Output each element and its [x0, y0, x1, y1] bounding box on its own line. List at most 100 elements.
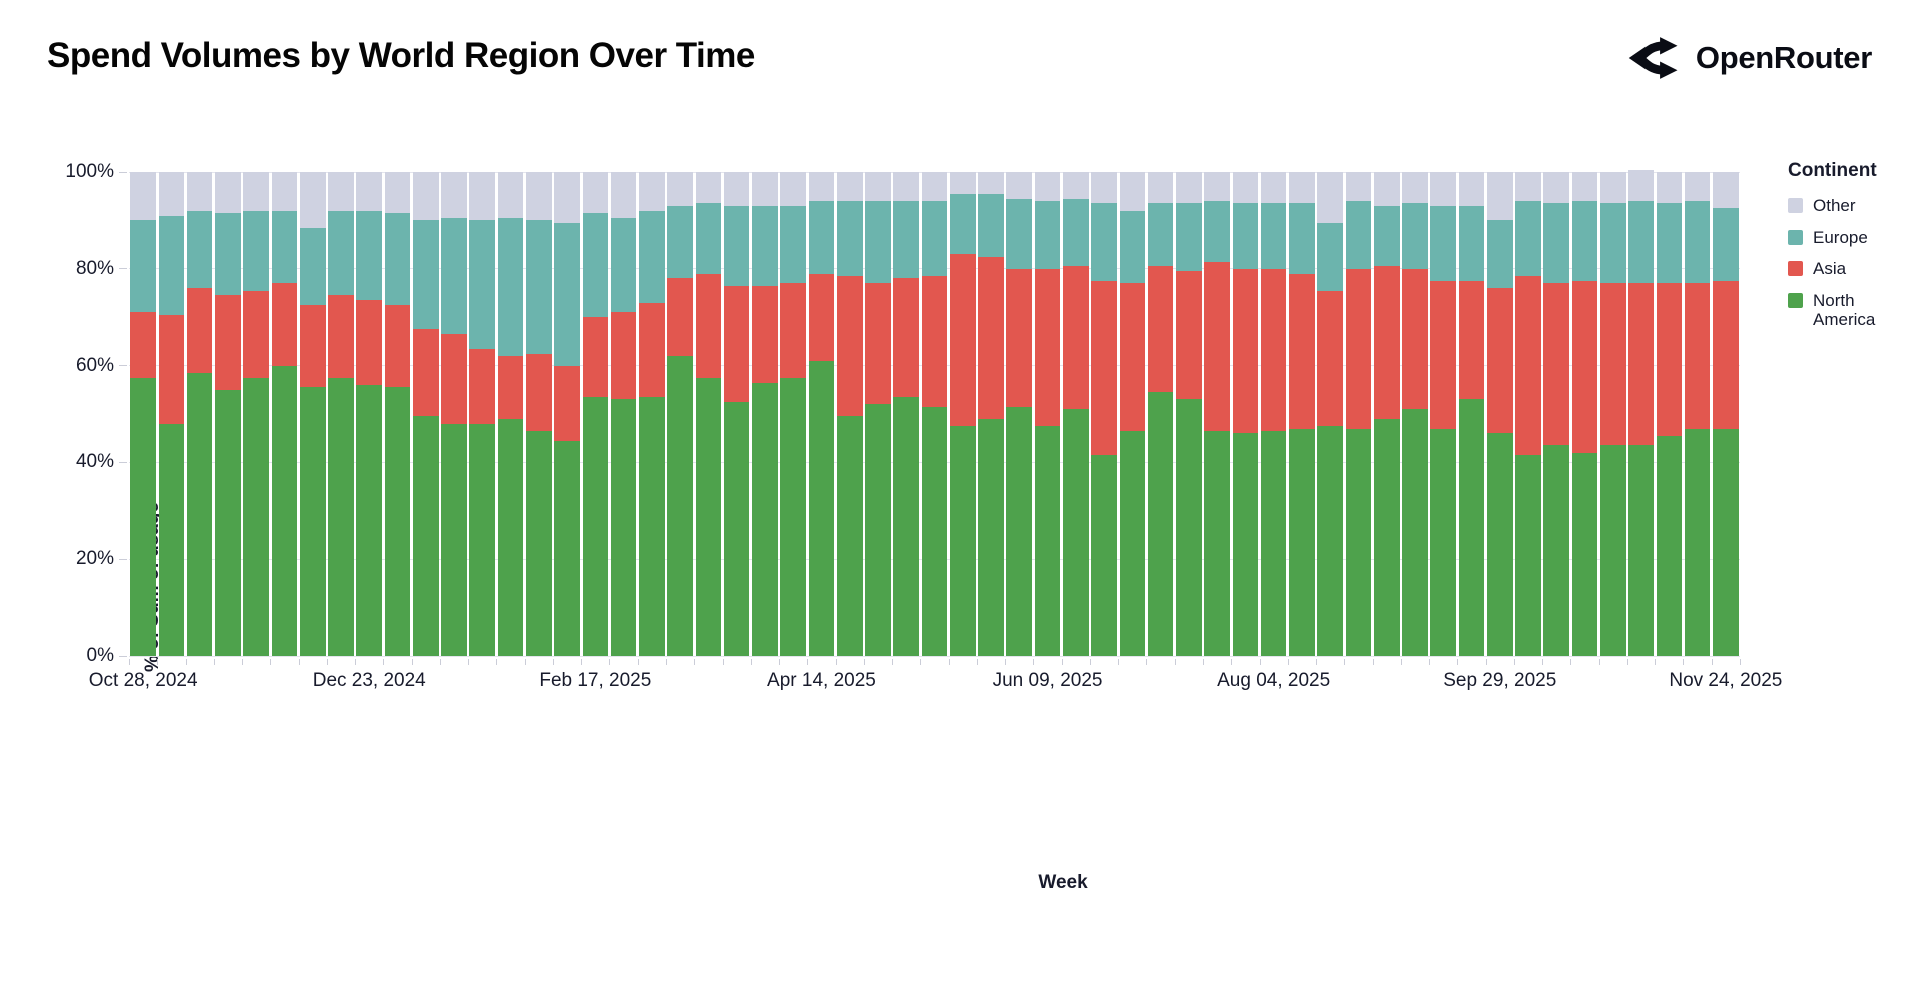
- bar-week-Aug-18-2025[interactable]: [1317, 172, 1343, 656]
- bar-segment-other[interactable]: [1373, 172, 1400, 206]
- bar-week-Apr-21-2025[interactable]: [836, 172, 863, 656]
- bar-segment-asia[interactable]: [1260, 268, 1287, 431]
- bar-week-Jun-30-2025[interactable]: [1119, 172, 1146, 656]
- bar-segment-north-america[interactable]: [1713, 428, 1739, 656]
- bar-segment-asia[interactable]: [1458, 280, 1485, 400]
- bar-segment-europe[interactable]: [1458, 205, 1485, 281]
- bar-week-Mar-03-2025[interactable]: [639, 172, 665, 656]
- bar-segment-europe[interactable]: [1628, 201, 1654, 284]
- bar-week-Feb-24-2025[interactable]: [610, 172, 637, 656]
- bar-segment-asia[interactable]: [1402, 268, 1428, 410]
- bar-segment-other[interactable]: [1458, 172, 1485, 206]
- bar-segment-europe[interactable]: [780, 205, 806, 284]
- bar-segment-asia[interactable]: [808, 273, 835, 361]
- bar-segment-asia[interactable]: [215, 295, 241, 390]
- bar-week-Sep-22-2025[interactable]: [1458, 172, 1485, 656]
- bar-segment-north-america[interactable]: [554, 440, 580, 656]
- bar-segment-asia[interactable]: [469, 348, 496, 424]
- bar-segment-europe[interactable]: [610, 218, 637, 313]
- bar-segment-other[interactable]: [639, 172, 665, 211]
- bar-segment-north-america[interactable]: [865, 404, 891, 656]
- bar-segment-north-america[interactable]: [1402, 409, 1428, 656]
- bar-segment-asia[interactable]: [695, 273, 722, 378]
- bar-segment-north-america[interactable]: [299, 387, 326, 656]
- bar-week-Oct-06-2025[interactable]: [1515, 172, 1541, 656]
- bar-segment-europe[interactable]: [582, 213, 609, 318]
- bar-segment-other[interactable]: [808, 172, 835, 202]
- bar-segment-europe[interactable]: [1119, 210, 1146, 284]
- bar-segment-north-america[interactable]: [1684, 428, 1711, 656]
- bar-segment-asia[interactable]: [299, 305, 326, 388]
- bar-segment-north-america[interactable]: [215, 389, 241, 656]
- bar-segment-north-america[interactable]: [1515, 455, 1541, 656]
- bar-segment-asia[interactable]: [1543, 283, 1570, 446]
- bar-segment-asia[interactable]: [865, 283, 891, 405]
- bar-segment-asia[interactable]: [752, 285, 778, 383]
- bar-week-Apr-14-2025[interactable]: [808, 172, 835, 656]
- bar-segment-north-america[interactable]: [441, 423, 467, 656]
- bar-week-Jul-14-2025[interactable]: [1176, 172, 1202, 656]
- bar-segment-europe[interactable]: [1345, 201, 1372, 269]
- bar-segment-other[interactable]: [582, 172, 609, 214]
- bar-segment-north-america[interactable]: [412, 416, 439, 656]
- bar-segment-other[interactable]: [1571, 172, 1598, 202]
- bar-segment-asia[interactable]: [328, 295, 354, 378]
- bar-segment-asia[interactable]: [1373, 266, 1400, 419]
- bar-segment-europe[interactable]: [695, 203, 722, 274]
- bar-segment-europe[interactable]: [1091, 203, 1117, 281]
- bar-segment-europe[interactable]: [808, 201, 835, 274]
- bar-segment-north-america[interactable]: [356, 384, 383, 656]
- bar-segment-europe[interactable]: [441, 217, 467, 335]
- bar-segment-north-america[interactable]: [243, 377, 269, 656]
- bar-week-Nov-18-2024[interactable]: [215, 172, 241, 656]
- bar-segment-north-america[interactable]: [1289, 428, 1315, 656]
- bar-segment-north-america[interactable]: [1599, 445, 1626, 656]
- bar-segment-asia[interactable]: [412, 329, 439, 417]
- bar-segment-europe[interactable]: [1713, 208, 1739, 281]
- bar-segment-other[interactable]: [1430, 172, 1457, 206]
- bar-segment-asia[interactable]: [356, 300, 383, 385]
- bar-segment-asia[interactable]: [639, 302, 665, 398]
- bar-segment-europe[interactable]: [978, 193, 1004, 257]
- bar-segment-north-america[interactable]: [1062, 409, 1089, 656]
- bar-segment-north-america[interactable]: [752, 382, 778, 656]
- bar-segment-north-america[interactable]: [1091, 455, 1117, 656]
- bar-segment-asia[interactable]: [921, 276, 948, 407]
- bar-week-Oct-13-2025[interactable]: [1543, 172, 1570, 656]
- bar-segment-north-america[interactable]: [836, 416, 863, 656]
- bar-segment-north-america[interactable]: [1656, 435, 1683, 656]
- bar-segment-asia[interactable]: [1006, 268, 1033, 407]
- bar-week-May-26-2025[interactable]: [978, 172, 1004, 656]
- bar-segment-other[interactable]: [1656, 172, 1683, 204]
- bar-segment-other[interactable]: [1345, 172, 1372, 202]
- bar-segment-other[interactable]: [130, 172, 156, 221]
- bar-segment-other[interactable]: [1006, 172, 1033, 199]
- bar-segment-other[interactable]: [978, 172, 1004, 194]
- bar-week-May-12-2025[interactable]: [921, 172, 948, 656]
- bar-segment-asia[interactable]: [1062, 266, 1089, 410]
- bar-segment-europe[interactable]: [384, 213, 411, 306]
- bar-segment-north-america[interactable]: [1232, 433, 1259, 656]
- bar-segment-asia[interactable]: [1232, 268, 1259, 434]
- bar-segment-other[interactable]: [695, 172, 722, 204]
- bar-segment-asia[interactable]: [525, 353, 552, 431]
- bar-segment-europe[interactable]: [667, 205, 693, 279]
- bar-week-Dec-30-2024[interactable]: [384, 172, 411, 656]
- bar-segment-other[interactable]: [752, 172, 778, 206]
- bar-week-Nov-10-2025[interactable]: [1656, 172, 1683, 656]
- bar-segment-north-america[interactable]: [780, 377, 806, 656]
- bar-segment-asia[interactable]: [978, 256, 1004, 419]
- bar-segment-europe[interactable]: [1147, 203, 1174, 267]
- bar-week-Sep-01-2025[interactable]: [1373, 172, 1400, 656]
- bar-segment-other[interactable]: [1176, 172, 1202, 204]
- bar-segment-asia[interactable]: [723, 285, 750, 402]
- bar-segment-europe[interactable]: [554, 222, 580, 366]
- bar-segment-europe[interactable]: [130, 220, 156, 313]
- bar-week-Dec-02-2024[interactable]: [271, 172, 298, 656]
- bar-segment-europe[interactable]: [356, 210, 383, 301]
- bar-week-Aug-25-2025[interactable]: [1345, 172, 1372, 656]
- bar-segment-asia[interactable]: [1684, 283, 1711, 429]
- bar-segment-other[interactable]: [893, 172, 920, 202]
- bar-segment-europe[interactable]: [243, 210, 269, 291]
- bar-week-Feb-17-2025[interactable]: [582, 172, 609, 656]
